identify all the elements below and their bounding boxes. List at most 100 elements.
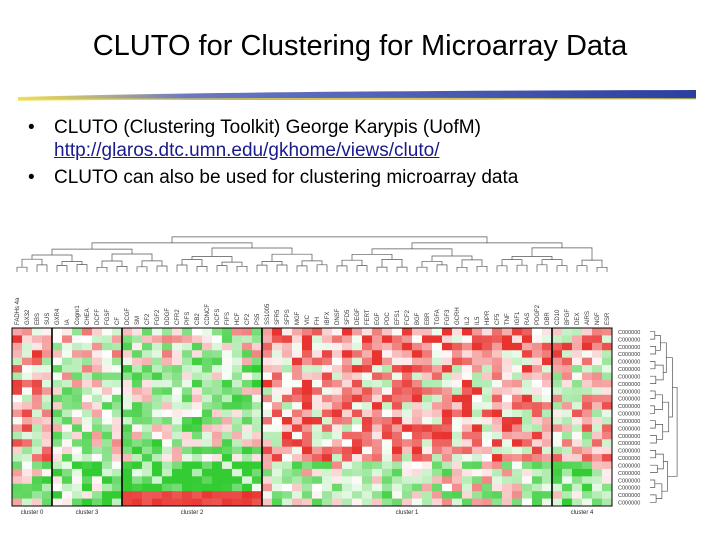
heatmap-cell bbox=[412, 417, 423, 425]
heatmap-cell bbox=[562, 476, 573, 485]
column-dendrogram-branch bbox=[136, 266, 148, 272]
heatmap-cell bbox=[82, 439, 93, 447]
heatmap-cell bbox=[502, 431, 513, 440]
heatmap-cell bbox=[12, 498, 23, 507]
heatmap-cell bbox=[92, 446, 103, 455]
heatmap-cell bbox=[242, 409, 253, 418]
heatmap-cell bbox=[122, 446, 133, 455]
heatmap-cell bbox=[332, 402, 343, 410]
column-label: SFR5 bbox=[275, 309, 281, 325]
heatmap-cell bbox=[452, 379, 463, 388]
heatmap-cell bbox=[132, 454, 143, 462]
heatmap-cell bbox=[102, 350, 113, 358]
heatmap-cell bbox=[62, 417, 73, 425]
heatmap-cell bbox=[472, 365, 483, 373]
column-dendrogram-branch bbox=[96, 266, 108, 272]
heatmap-cell bbox=[352, 446, 363, 455]
heatmap-cell bbox=[292, 335, 303, 344]
heatmap-cell bbox=[422, 409, 433, 418]
heatmap-cell bbox=[422, 446, 433, 455]
heatmap-cell bbox=[82, 350, 93, 358]
heatmap-cell bbox=[252, 387, 263, 396]
heatmap-cell bbox=[52, 402, 63, 410]
heatmap-cell bbox=[122, 483, 133, 492]
heatmap-cell bbox=[122, 424, 133, 433]
heatmap-cell bbox=[152, 498, 163, 507]
heatmap-cell bbox=[212, 342, 223, 351]
heatmap-cell bbox=[312, 431, 323, 440]
heatmap-cell bbox=[42, 328, 53, 336]
heatmap-cell bbox=[442, 454, 453, 462]
heatmap-cell bbox=[72, 342, 83, 351]
heatmap-cell bbox=[222, 409, 233, 418]
heatmap-cell bbox=[22, 439, 33, 447]
heatmap-cell bbox=[522, 498, 533, 507]
heatmap-cell bbox=[82, 424, 93, 433]
heatmap-cell bbox=[152, 468, 163, 477]
heatmap-cell bbox=[32, 417, 43, 425]
heatmap-cell bbox=[552, 454, 563, 462]
heatmap-cell bbox=[222, 372, 233, 381]
heatmap-cell bbox=[442, 387, 453, 396]
heatmap-cell bbox=[52, 342, 63, 351]
heatmap-cell bbox=[122, 491, 133, 499]
heatmap-cell bbox=[492, 424, 503, 433]
heatmap-cell bbox=[32, 431, 43, 440]
heatmap-cell bbox=[12, 446, 23, 455]
heatmap-cell bbox=[272, 357, 283, 366]
heatmap-cell bbox=[592, 476, 603, 485]
heatmap-cell bbox=[232, 350, 243, 358]
heatmap-cell bbox=[592, 365, 603, 373]
heatmap-cell bbox=[382, 379, 393, 388]
heatmap-cell bbox=[202, 379, 213, 388]
heatmap-cell bbox=[442, 372, 453, 381]
column-dendrogram-branch bbox=[111, 253, 153, 261]
heatmap-cell bbox=[382, 350, 393, 358]
heatmap-cell bbox=[322, 365, 333, 373]
heatmap-cell bbox=[142, 461, 153, 470]
heatmap-cell bbox=[352, 342, 363, 351]
cluto-link[interactable]: http://glaros.dtc.umn.edu/gkhome/views/c… bbox=[54, 140, 440, 161]
heatmap-cell bbox=[332, 365, 343, 373]
heatmap-cell bbox=[282, 476, 293, 485]
heatmap-cell bbox=[582, 357, 593, 366]
heatmap-cell bbox=[472, 483, 483, 492]
heatmap-cell bbox=[52, 394, 63, 403]
heatmap-cell bbox=[332, 387, 343, 396]
heatmap-cell bbox=[202, 446, 213, 455]
heatmap-cell bbox=[232, 357, 243, 366]
heatmap-cell bbox=[362, 424, 373, 433]
heatmap-cell bbox=[542, 328, 553, 336]
heatmap-cell bbox=[62, 394, 73, 403]
heatmap-cell bbox=[342, 328, 353, 336]
heatmap-cell bbox=[32, 394, 43, 403]
heatmap-cell bbox=[242, 446, 253, 455]
heatmap-cell bbox=[522, 461, 533, 470]
heatmap-cell bbox=[432, 402, 443, 410]
heatmap-cell bbox=[602, 387, 613, 396]
heatmap-cell bbox=[462, 394, 473, 403]
heatmap-cell bbox=[62, 409, 73, 418]
column-label: IA bbox=[65, 319, 71, 325]
heatmap-cell bbox=[62, 498, 73, 507]
heatmap-cell bbox=[592, 417, 603, 425]
heatmap-cell bbox=[42, 409, 53, 418]
row-dendrogram-branch bbox=[650, 405, 656, 414]
heatmap-cell bbox=[152, 461, 163, 470]
heatmap-cell bbox=[402, 476, 413, 485]
heatmap-cell bbox=[362, 350, 373, 358]
heatmap-cell bbox=[402, 342, 413, 351]
heatmap-cell bbox=[202, 491, 213, 499]
heatmap-cell bbox=[82, 483, 93, 492]
heatmap-cell bbox=[322, 439, 333, 447]
heatmap-cell bbox=[502, 387, 513, 396]
heatmap-cell bbox=[482, 328, 493, 336]
heatmap-cell bbox=[82, 498, 93, 507]
heatmap-cell bbox=[42, 350, 53, 358]
heatmap-cell bbox=[212, 454, 223, 462]
heatmap-cell bbox=[112, 461, 123, 470]
heatmap-cell bbox=[422, 350, 433, 358]
heatmap-cell bbox=[482, 424, 493, 433]
heatmap-cell bbox=[112, 491, 123, 499]
heatmap-cell bbox=[512, 454, 523, 462]
